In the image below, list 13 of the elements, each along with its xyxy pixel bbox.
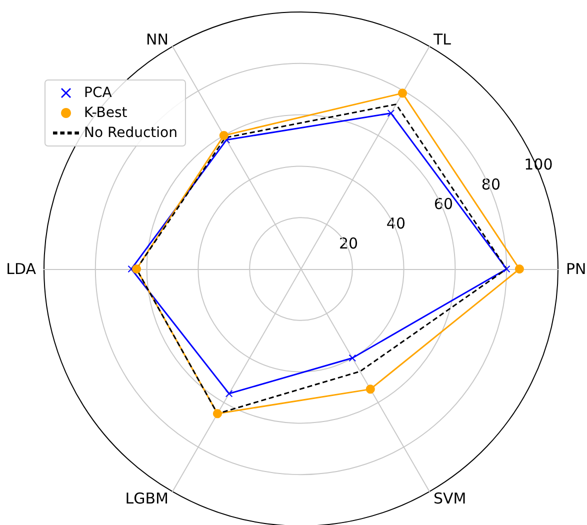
spoke-label: PN: [566, 260, 586, 278]
y-tick-label: 80: [481, 175, 500, 194]
legend-label: K-Best: [84, 105, 128, 121]
spoke-label: LGBM: [125, 489, 168, 508]
spoke-label: LDA: [6, 260, 37, 278]
spoke-label: SVM: [434, 489, 466, 508]
y-tick-label: 60: [434, 194, 454, 213]
spoke-label: TL: [432, 30, 452, 49]
legend-label: PCA: [84, 85, 112, 101]
legend-label: No Reduction: [84, 125, 178, 141]
y-tick-label: 20: [338, 234, 358, 252]
y-tick-label: 40: [386, 214, 406, 233]
spoke-label: NN: [146, 30, 168, 49]
